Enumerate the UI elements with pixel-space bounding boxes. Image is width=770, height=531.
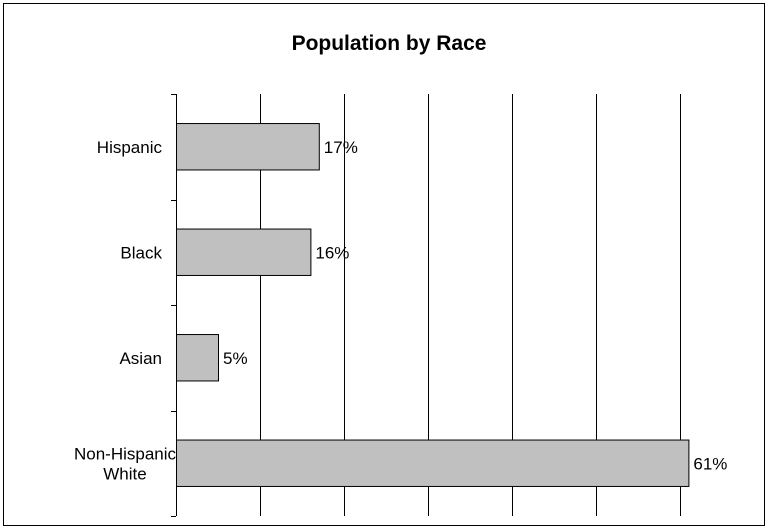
chart-title: Population by Race <box>292 32 487 55</box>
data-label-2: 5% <box>223 349 248 368</box>
data-label-3: 61% <box>693 454 727 473</box>
data-labels: 17% 16% 5% 61% <box>223 138 727 474</box>
data-label-0: 17% <box>324 138 358 157</box>
data-label-1: 16% <box>315 243 349 262</box>
bar-3 <box>176 439 690 487</box>
chart-frame <box>3 3 765 526</box>
bar-1 <box>176 228 312 276</box>
bars <box>176 123 690 487</box>
category-label-2: Asian <box>119 349 162 368</box>
category-label-3: Non-Hispanic White <box>74 444 177 483</box>
category-label-1: Black <box>120 243 162 262</box>
category-label-0: Hispanic <box>97 138 163 157</box>
bar-2 <box>176 334 219 382</box>
bar-0 <box>176 123 320 171</box>
category-labels: Hispanic Black Asian Non-Hispanic White <box>74 138 177 484</box>
